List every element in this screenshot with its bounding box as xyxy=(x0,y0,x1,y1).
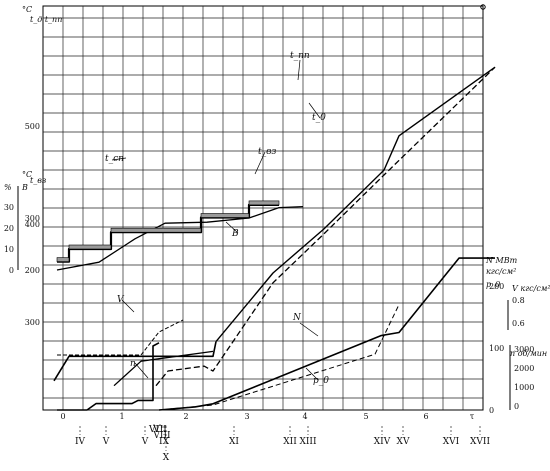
B-hatch-block xyxy=(56,257,70,262)
pressure-tick: 0.6 xyxy=(512,319,525,328)
B-hatch-block xyxy=(248,200,280,206)
x-tick-label: 3 xyxy=(244,412,249,421)
percent-tick: 20 xyxy=(4,224,14,233)
stage-label: X xyxy=(163,453,170,463)
stage-label: XIII xyxy=(299,437,317,447)
x-tick-label: 6 xyxy=(423,412,428,421)
series-t-0 xyxy=(155,66,496,387)
percent-unit: % xyxy=(4,183,12,192)
label-leader xyxy=(308,102,321,119)
stage-label: XVII xyxy=(470,437,490,447)
label-leader xyxy=(297,59,301,81)
percent-tick: 0 xyxy=(9,266,14,275)
series-t--- xyxy=(56,205,304,271)
curve-labels: t_пп t_0 t_вз t_сп B Vn Np_0 xyxy=(105,51,329,386)
series-p-0 xyxy=(158,304,400,411)
power-unit: N МВт xyxy=(485,256,518,265)
label-n: n xyxy=(130,359,136,369)
temp-gas-tick: 500 xyxy=(25,122,40,131)
stage-label: IX xyxy=(159,437,170,447)
series-N xyxy=(158,257,495,411)
temp-gas-tick: 400 xyxy=(25,220,40,229)
series-V xyxy=(57,319,184,356)
label-leader xyxy=(225,221,239,234)
label-leader xyxy=(111,157,127,161)
power-tick: 0 xyxy=(489,406,494,415)
series-t--- xyxy=(53,341,217,382)
stage-label: VII xyxy=(152,425,167,435)
label-t_0: t_0 xyxy=(312,113,326,123)
label-leader xyxy=(305,367,319,381)
temp-gas-tick: 300 xyxy=(25,318,40,327)
label-t_vz: t_вз xyxy=(258,147,276,157)
stage-label: V xyxy=(102,437,110,447)
speed-tick: 0 xyxy=(514,402,519,411)
temp-gas-label: t_д t_пп xyxy=(30,15,62,24)
stage-label: XII xyxy=(283,437,297,447)
label-B: B xyxy=(231,229,239,239)
end-point-marker xyxy=(480,4,486,10)
label-leader xyxy=(121,299,135,313)
pressure-tick: 0.8 xyxy=(512,296,525,305)
series-t--- xyxy=(215,66,496,343)
stage-label: XV xyxy=(397,437,410,447)
pressure-label: p_0 xyxy=(486,280,500,289)
series-layer xyxy=(53,4,496,411)
temp-steam-tick: 300 xyxy=(25,214,40,223)
temp-steam-label: t_вз xyxy=(30,176,46,185)
stage-label: VI xyxy=(148,425,159,435)
label-leader xyxy=(134,362,149,379)
label-leader xyxy=(254,151,266,175)
grid: 0 1 2 3 4 5 6 τ xyxy=(43,6,483,421)
percent-tick: 30 xyxy=(4,203,14,212)
vacuum-unit: V кгс/см² xyxy=(512,284,550,293)
stage-label: IV xyxy=(75,437,86,447)
series-t-- xyxy=(113,350,214,387)
x-tick-label: 1 xyxy=(119,412,124,421)
label-t_pp: t_пп xyxy=(290,51,310,61)
stage-label: VIII xyxy=(152,431,171,441)
right-axes: N МВт кгс/см² p_0 V кгс/см² 0 100 200 0.8 0.6 n о… xyxy=(485,256,550,415)
label-p0: p_0 xyxy=(313,376,329,386)
speed-tick: 2000 xyxy=(514,364,534,373)
x-tick-label: τ xyxy=(470,412,475,421)
stage-label: XVI xyxy=(443,437,460,447)
x-tick-label: 4 xyxy=(302,412,307,421)
power-tick: 100 xyxy=(489,344,504,353)
power-tick: 200 xyxy=(489,282,504,291)
percent-tick: 10 xyxy=(4,245,14,254)
speed-tick: 1000 xyxy=(514,383,534,392)
label-N: N xyxy=(292,313,302,323)
percent-label: B xyxy=(21,183,28,192)
pressure-unit: кгс/см² xyxy=(486,267,516,276)
series-n xyxy=(57,342,160,411)
stage-label: XIV xyxy=(374,437,391,447)
x-tick-label: 0 xyxy=(60,412,65,421)
label-V: V xyxy=(117,295,125,305)
B-hatch-block xyxy=(68,244,112,250)
label-leader xyxy=(299,322,319,337)
speed-unit: n об/мин xyxy=(510,349,547,358)
B-hatch-block xyxy=(110,227,202,233)
x-tick-label: 2 xyxy=(183,412,188,421)
temp-steam-unit: °C xyxy=(22,170,32,179)
temp-steam-tick: 200 xyxy=(25,266,40,275)
stage-label: XI xyxy=(229,437,239,447)
label-t_sp: t_сп xyxy=(105,154,124,164)
temp-gas-unit: °C xyxy=(22,5,32,14)
speed-tick: 3000 xyxy=(514,345,534,354)
stage-label: V xyxy=(141,437,149,447)
x-tick-label: 5 xyxy=(363,412,368,421)
B-hatch-block xyxy=(200,213,250,218)
